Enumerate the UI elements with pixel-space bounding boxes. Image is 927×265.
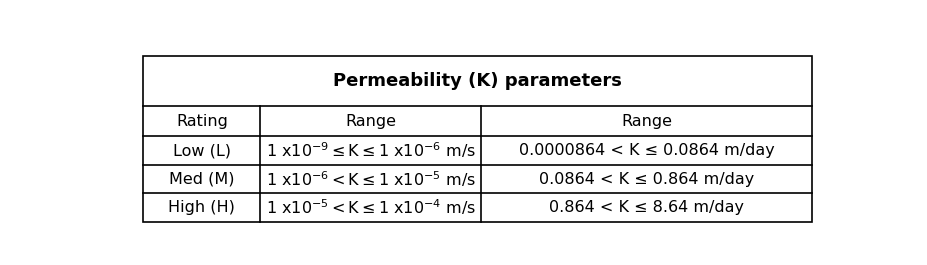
Text: Range: Range xyxy=(345,114,396,129)
Text: 0.0864 < K ≤ 0.864 m/day: 0.0864 < K ≤ 0.864 m/day xyxy=(539,171,754,187)
Text: $1\ \mathrm{x10^{-6}} < \mathrm{K} \leq 1\ \mathrm{x10^{-5}}\ \mathrm{m/s}$: $1\ \mathrm{x10^{-6}} < \mathrm{K} \leq … xyxy=(265,169,476,189)
Text: Rating: Rating xyxy=(176,114,227,129)
Text: Low (L): Low (L) xyxy=(172,143,231,158)
Text: $1\ \mathrm{x10^{-5}} < \mathrm{K} \leq 1\ \mathrm{x10^{-4}}\ \mathrm{m/s}$: $1\ \mathrm{x10^{-5}} < \mathrm{K} \leq … xyxy=(265,197,476,217)
Text: Range: Range xyxy=(620,114,671,129)
Text: 0.0000864 < K ≤ 0.0864 m/day: 0.0000864 < K ≤ 0.0864 m/day xyxy=(518,143,774,158)
Text: $1\ \mathrm{x10^{-9}} \leq \mathrm{K} \leq 1\ \mathrm{x10^{-6}}\ \mathrm{m/s}$: $1\ \mathrm{x10^{-9}} \leq \mathrm{K} \l… xyxy=(265,141,476,161)
Text: 0.864 < K ≤ 8.64 m/day: 0.864 < K ≤ 8.64 m/day xyxy=(549,200,743,215)
Text: High (H): High (H) xyxy=(168,200,235,215)
Text: Med (M): Med (M) xyxy=(169,171,235,187)
Text: Permeability (K) parameters: Permeability (K) parameters xyxy=(333,72,621,90)
